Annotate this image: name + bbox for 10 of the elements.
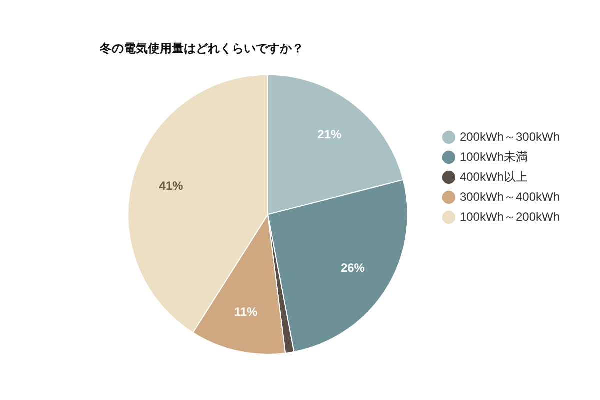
data-label: 41% <box>159 178 184 193</box>
legend-label: 100kWh～200kWh <box>460 210 560 224</box>
data-label: 11% <box>234 305 258 320</box>
legend-label: 300kWh～400kWh <box>460 190 560 204</box>
data-label: 26% <box>340 260 366 275</box>
chart-title: 冬の電気使用量はどれくらいですか？ <box>99 42 304 56</box>
legend-label: 400kWh以上 <box>460 170 528 184</box>
data-label: 21% <box>318 127 342 142</box>
legend-label: 200kWh～300kWh <box>460 130 560 144</box>
legend-label: 100kWh未満 <box>460 150 528 164</box>
